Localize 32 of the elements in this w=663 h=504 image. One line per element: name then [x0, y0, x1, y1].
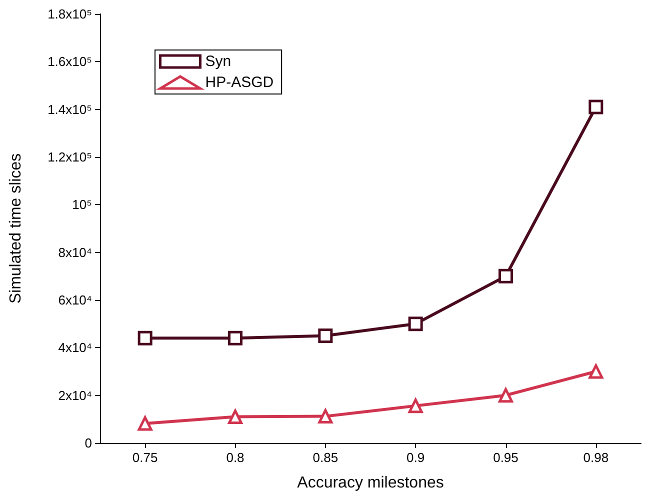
y-tick-label: 1.8x10⁵: [48, 6, 92, 22]
point: [318, 409, 333, 424]
y-tick-label: 1.4x10⁵: [48, 102, 92, 117]
y-tick-label: 0: [84, 436, 92, 450]
x-tick-label: 0.8: [226, 450, 244, 465]
point: [138, 330, 152, 346]
y-tick-label: 1.2x10⁵: [48, 150, 92, 164]
y-axis-title: Simulated time slices: [8, 153, 24, 304]
point: [408, 316, 423, 332]
x-tick-label: 0.75: [132, 450, 158, 465]
x-tick-label: 0.85: [312, 450, 338, 465]
point: [228, 410, 242, 424]
point: [498, 268, 513, 284]
legend-label: HP-ASGD: [205, 74, 274, 91]
point: [228, 330, 242, 346]
y-tick-label: 6x10⁴: [58, 292, 92, 308]
x-tick-label: 0.95: [493, 450, 518, 465]
legend-label: Syn: [205, 53, 232, 70]
y-tick-label: 4x10⁴: [58, 340, 92, 356]
x-axis-title: Accuracy milestones: [297, 474, 444, 492]
point: [138, 416, 152, 431]
y-tick-label: 1.6x10⁵: [48, 54, 92, 70]
y-tick-label: 10⁵: [72, 197, 92, 212]
x-tick-label: 0.9: [406, 450, 425, 465]
point: [588, 364, 604, 379]
y-tick-label: 8x10⁴: [58, 244, 92, 260]
point: [408, 398, 423, 414]
point: [318, 328, 333, 343]
point: [498, 388, 513, 403]
x-tick-label: 0.98: [583, 450, 609, 465]
y-tick-label: 2x10⁴: [58, 388, 92, 403]
point: [588, 100, 604, 114]
